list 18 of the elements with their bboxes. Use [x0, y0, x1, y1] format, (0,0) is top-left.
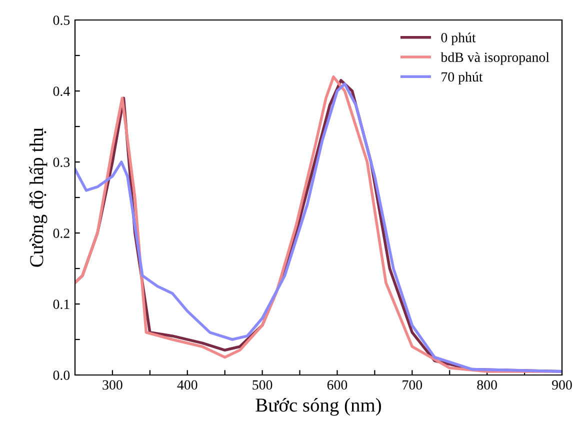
y-tick-label: 0.2 [53, 228, 70, 238]
y-tick-label: 0.0 [53, 370, 70, 380]
x-tick-label: 800 [477, 380, 497, 390]
legend-label: 0 phút [441, 32, 476, 46]
x-tick-label: 300 [102, 380, 122, 390]
x-tick-label: 400 [177, 380, 198, 390]
y-tick-label: 0.3 [53, 158, 70, 168]
y-tick-label: 0.5 [53, 16, 70, 26]
legend-label: 70 phút [442, 72, 483, 84]
x-tick-label: 500 [252, 380, 272, 390]
legend-label: bdB và isopropanol [440, 52, 550, 65]
y-tick-label: 0.4 [53, 86, 70, 96]
x-axis-title: Bước sóng (nm) [256, 398, 381, 416]
x-tick-label: 700 [402, 380, 422, 390]
x-tick-label: 600 [327, 380, 348, 390]
x-tick-label: 900 [552, 380, 572, 390]
y-axis-title: Cường độ hấp thụ [28, 128, 48, 267]
y-tick-label: 0.1 [53, 300, 70, 310]
